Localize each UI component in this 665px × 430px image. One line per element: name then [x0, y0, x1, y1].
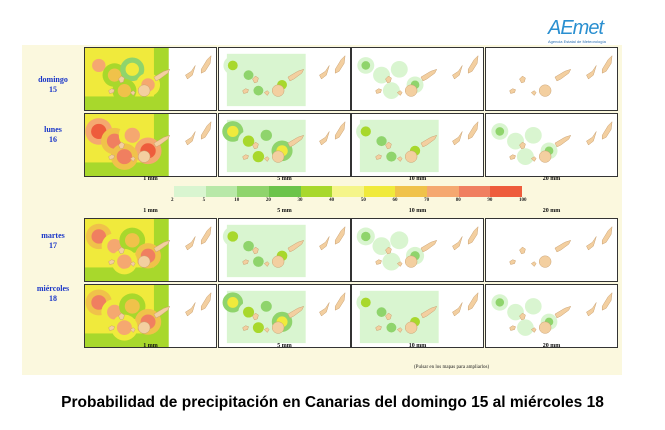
legend-tick: 70: [424, 198, 430, 203]
legend-tick: 40: [329, 198, 335, 203]
threshold-label: 20 mm: [542, 208, 561, 214]
precipitation-map[interactable]: [218, 284, 351, 348]
legend-tick: 2: [171, 198, 174, 203]
threshold-label: 1 mm: [143, 208, 158, 214]
threshold-label: 1 mm: [143, 176, 158, 182]
caption: Probabilidad de precipitación en Canaria…: [61, 394, 604, 411]
threshold-label: 10 mm: [408, 208, 427, 214]
precipitation-map[interactable]: [351, 218, 484, 282]
legend-swatch: [300, 186, 333, 197]
legend-swatch: [490, 186, 523, 197]
precipitation-map[interactable]: [485, 218, 618, 282]
precipitation-map[interactable]: [351, 47, 484, 111]
precipitation-map[interactable]: [218, 47, 351, 111]
footnote: (Pulsar en los mapas para ampliarlos): [414, 365, 490, 370]
legend-swatch: [458, 186, 491, 197]
legend-tick: 20: [265, 198, 271, 203]
logo-subtitle: Agencia Estatal de Meteorología: [548, 39, 606, 44]
precipitation-map[interactable]: [218, 218, 351, 282]
precipitation-map[interactable]: [485, 284, 618, 348]
threshold-label: 20 mm: [542, 343, 561, 349]
legend-tick: 90: [487, 198, 493, 203]
day-label-miercoles: miércoles 18: [36, 284, 70, 303]
precipitation-map[interactable]: [485, 113, 618, 177]
legend-tick: 5: [202, 198, 206, 203]
threshold-label: 10 mm: [408, 343, 427, 349]
day-label-domingo: domingo 15: [38, 75, 68, 94]
legend-tick: 60: [392, 198, 398, 203]
threshold-label: 5 mm: [277, 176, 292, 182]
legend-tick: 10: [234, 198, 240, 203]
logo-mark: AEmet: [548, 17, 604, 39]
threshold-label: 1 mm: [143, 343, 158, 349]
legend-swatch: [268, 186, 301, 197]
threshold-label: 10 mm: [408, 176, 427, 182]
legend-tick: 50: [360, 198, 366, 203]
precipitation-map[interactable]: [84, 218, 217, 282]
legend-swatch: [395, 186, 428, 197]
day-label-lunes: lunes 16: [44, 125, 62, 144]
precipitation-map[interactable]: [218, 113, 351, 177]
precipitation-map[interactable]: [351, 113, 484, 177]
precipitation-map[interactable]: [84, 47, 217, 111]
day-label-martes: martes 17: [41, 231, 65, 250]
forecast-panel: domingo 15 lunes 16 martes 17 miércoles 18 1…: [22, 45, 622, 375]
threshold-label: 20 mm: [542, 176, 561, 182]
legend-tick: 80: [455, 198, 461, 203]
precipitation-map[interactable]: [84, 113, 217, 177]
legend-swatch: [332, 186, 364, 197]
aemet-logo: AEmet Agencia Estatal de Meteorología: [548, 18, 618, 48]
precipitation-map[interactable]: [84, 284, 217, 348]
precipitation-map[interactable]: [351, 284, 484, 348]
threshold-label: 5 mm: [277, 343, 292, 349]
legend-swatch: [205, 186, 238, 197]
legend-tick: 30: [297, 198, 303, 203]
legend-swatch: [363, 186, 396, 197]
precipitation-map[interactable]: [485, 47, 618, 111]
legend-tick: 100: [519, 198, 527, 203]
legend-swatch: [174, 186, 206, 197]
probability-legend: [174, 186, 523, 197]
threshold-label: 5 mm: [277, 208, 292, 214]
legend-swatch: [427, 186, 459, 197]
legend-swatch: [237, 186, 269, 197]
